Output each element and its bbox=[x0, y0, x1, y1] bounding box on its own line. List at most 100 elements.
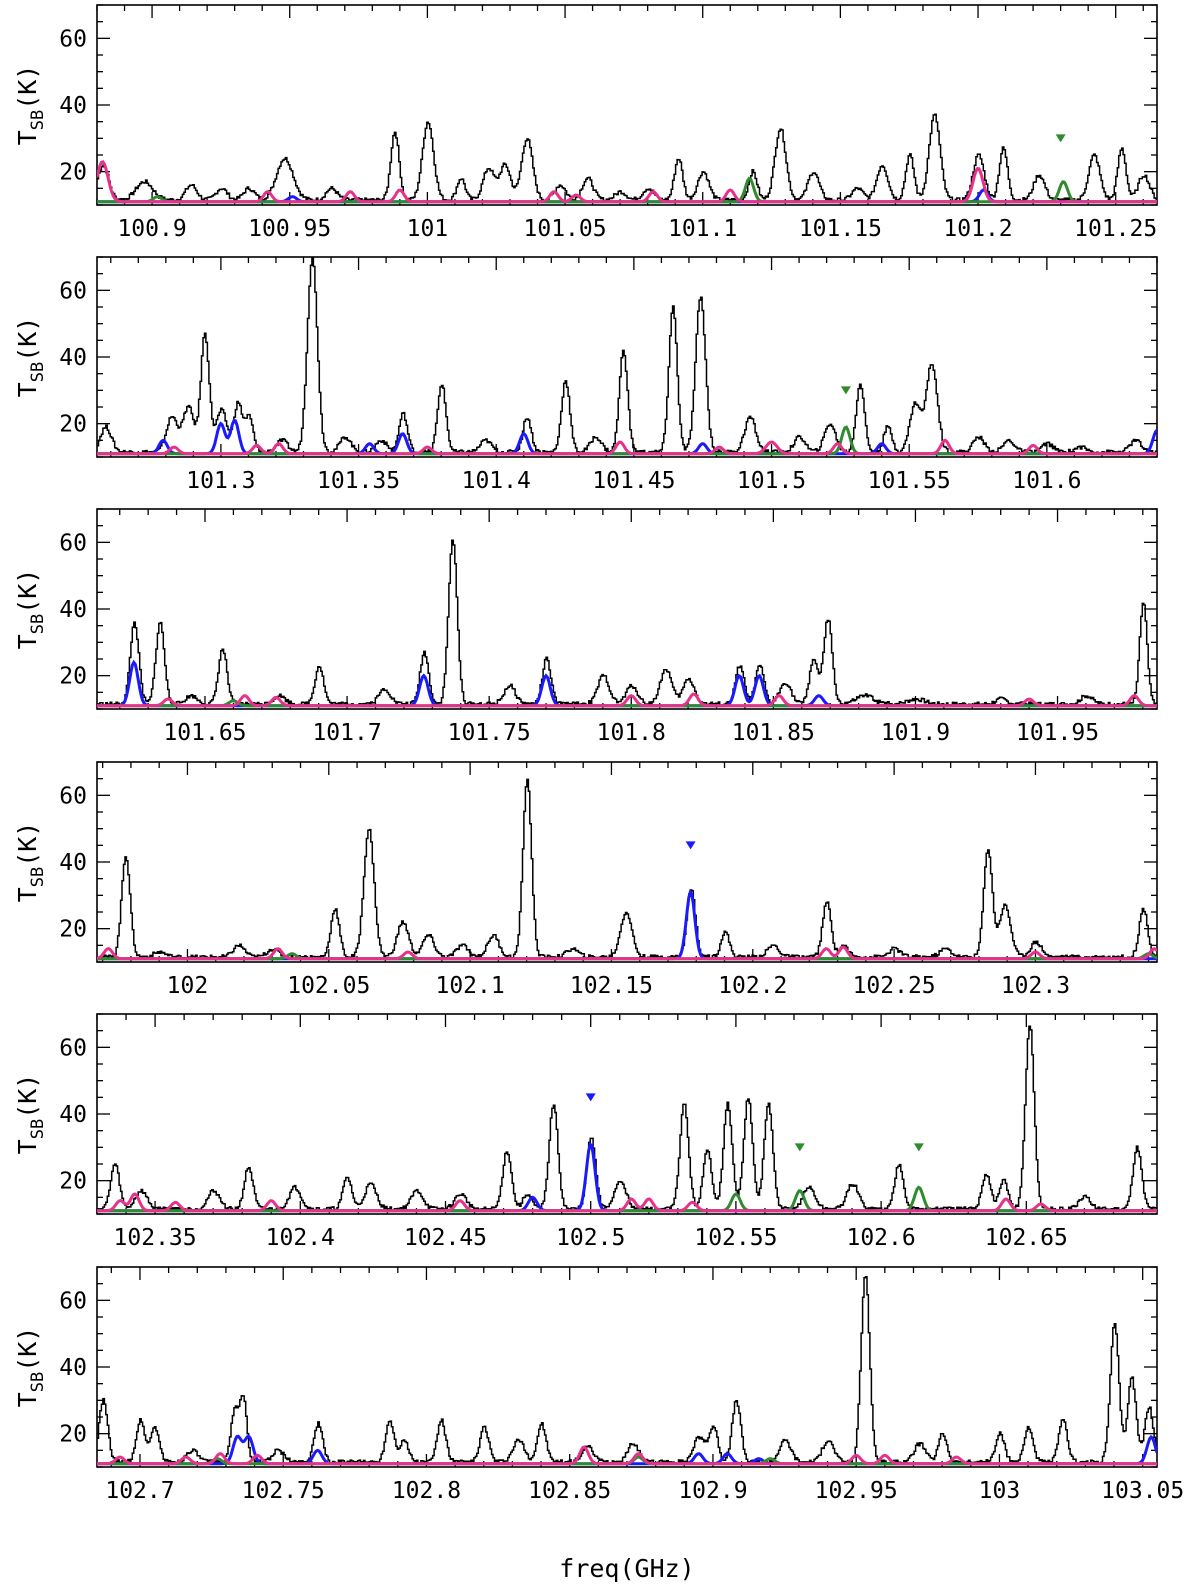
panel-1: 20 40 60 100.9 100.95 101 101.05 101.1 101.15 101… bbox=[13, 4, 1158, 242]
observed-spectrum bbox=[97, 257, 1157, 455]
x-tick-label: 101.75 bbox=[448, 720, 531, 746]
y-tick-label: 40 bbox=[59, 850, 87, 876]
y-tick-label: 40 bbox=[59, 1102, 87, 1128]
plot-area bbox=[97, 1276, 1157, 1466]
line-marker-triangle bbox=[840, 386, 851, 395]
y-tick-label: 60 bbox=[59, 530, 87, 556]
observed-spectrum bbox=[97, 778, 1157, 960]
y-tick-label: 40 bbox=[59, 93, 87, 119]
x-tick-label: 101.15 bbox=[799, 216, 882, 242]
plot-frame bbox=[96, 508, 1158, 710]
x-tick-label: 101.55 bbox=[868, 468, 951, 494]
y-label-main: T bbox=[13, 1139, 42, 1154]
y-axis-label: TSB(K) bbox=[13, 65, 48, 146]
y-tick-label: 60 bbox=[59, 278, 87, 304]
y-label-main: T bbox=[13, 130, 42, 145]
plot-area bbox=[97, 257, 1157, 456]
line-marker-triangle bbox=[585, 1093, 596, 1102]
y-tick-label: 20 bbox=[59, 1169, 87, 1195]
y-axis-label: TSB(K) bbox=[13, 569, 48, 650]
y-label-unit: (K) bbox=[13, 1074, 42, 1119]
x-tick-label: 101.35 bbox=[317, 468, 400, 494]
x-tick-label: 103.05 bbox=[1101, 1478, 1184, 1504]
x-tick-label: 102.15 bbox=[570, 973, 653, 999]
model-spectrum-pink bbox=[97, 945, 1157, 961]
y-tick-label: 40 bbox=[59, 1355, 87, 1381]
y-tick-label: 20 bbox=[59, 412, 87, 438]
y-label-sub: SB bbox=[28, 1372, 48, 1392]
x-tick-label: 102 bbox=[167, 973, 209, 999]
y-tick-label: 60 bbox=[59, 1288, 87, 1314]
line-marker-triangle bbox=[1055, 134, 1066, 143]
line-marker-triangle bbox=[913, 1143, 924, 1152]
x-tick-label: 101 bbox=[407, 216, 449, 242]
x-tick-label: 102.2 bbox=[718, 973, 787, 999]
x-tick-label: 102.75 bbox=[242, 1478, 325, 1504]
x-tick-label: 102.35 bbox=[114, 1225, 197, 1251]
x-tick-label: 101.2 bbox=[943, 216, 1012, 242]
y-axis-label: TSB(K) bbox=[13, 1074, 48, 1155]
x-tick-label: 100.95 bbox=[248, 216, 331, 242]
panel-4: 20 40 60 102 102.05 102.1 102.15 102.2 102.25 102… bbox=[13, 761, 1158, 999]
x-tick-label: 102.4 bbox=[266, 1225, 335, 1251]
y-tick-label: 20 bbox=[59, 1422, 87, 1448]
y-label-unit: (K) bbox=[13, 822, 42, 867]
panel-6: 20 40 60 102.7 102.75 102.8 102.85 102.9 102.95 1… bbox=[13, 1266, 1184, 1504]
panel-3: 20 40 60 101.65 101.7 101.75 101.8 101.85 101.9 1… bbox=[13, 508, 1158, 746]
x-tick-label: 102.65 bbox=[985, 1225, 1068, 1251]
x-tick-label: 102.85 bbox=[528, 1478, 611, 1504]
observed-spectrum bbox=[97, 1276, 1157, 1465]
y-label-unit: (K) bbox=[13, 569, 42, 614]
y-axis-label: TSB(K) bbox=[13, 822, 48, 903]
y-label-sub: SB bbox=[28, 867, 48, 887]
x-tick-label: 102.5 bbox=[556, 1225, 625, 1251]
model-spectrum-pink bbox=[97, 692, 1157, 708]
x-tick-label: 101.5 bbox=[737, 468, 806, 494]
y-axis-label: TSB(K) bbox=[13, 317, 48, 398]
x-axis-label: freq(GHz) bbox=[559, 1554, 694, 1583]
x-tick-label: 102.9 bbox=[678, 1478, 747, 1504]
y-label-unit: (K) bbox=[13, 317, 42, 362]
y-label-unit: (K) bbox=[13, 1327, 42, 1372]
plot-area bbox=[97, 539, 1157, 708]
y-label-main: T bbox=[13, 1392, 42, 1407]
x-tick-label: 101.4 bbox=[462, 468, 531, 494]
x-tick-label: 101.95 bbox=[1016, 720, 1099, 746]
line-marker-triangle bbox=[685, 841, 696, 850]
x-tick-label: 102.3 bbox=[1001, 973, 1070, 999]
x-tick-label: 102.95 bbox=[815, 1478, 898, 1504]
x-tick-label: 103 bbox=[979, 1478, 1021, 1504]
plot-frame bbox=[96, 761, 1158, 963]
model-spectrum-pink bbox=[97, 1192, 1157, 1213]
x-tick-label: 102.7 bbox=[105, 1478, 174, 1504]
x-tick-label: 102.8 bbox=[392, 1478, 461, 1504]
x-tick-label: 101.3 bbox=[186, 468, 255, 494]
x-tick-label: 102.45 bbox=[404, 1225, 487, 1251]
observed-spectrum bbox=[97, 539, 1157, 707]
observed-spectrum bbox=[97, 1025, 1157, 1212]
plot-frame bbox=[96, 1013, 1158, 1215]
x-tick-label: 101.05 bbox=[524, 216, 607, 242]
y-label-sub: SB bbox=[28, 362, 48, 382]
x-tick-label: 101.9 bbox=[881, 720, 950, 746]
panel-2: 20 40 60 101.3 101.35 101.4 101.45 101.5 101.55 1… bbox=[13, 256, 1158, 494]
x-tick-label: 101.85 bbox=[732, 720, 815, 746]
y-tick-label: 20 bbox=[59, 160, 87, 186]
x-tick-label: 101.25 bbox=[1074, 216, 1157, 242]
panel-5: 20 40 60 102.35 102.4 102.45 102.5 102.55 102.6 1… bbox=[13, 1013, 1158, 1251]
plot-area bbox=[97, 778, 1157, 961]
y-tick-label: 40 bbox=[59, 345, 87, 371]
x-tick-label: 101.7 bbox=[312, 720, 381, 746]
model-spectrum-pink bbox=[97, 159, 1157, 204]
model-spectrum-pink bbox=[97, 438, 1157, 456]
y-label-sub: SB bbox=[28, 614, 48, 634]
x-tick-label: 102.55 bbox=[694, 1225, 777, 1251]
y-label-sub: SB bbox=[28, 110, 48, 130]
x-tick-label: 102.6 bbox=[846, 1225, 915, 1251]
y-axis-label: TSB(K) bbox=[13, 1327, 48, 1408]
y-label-main: T bbox=[13, 634, 42, 649]
x-tick-label: 101.8 bbox=[597, 720, 666, 746]
y-tick-label: 40 bbox=[59, 597, 87, 623]
plot-frame bbox=[96, 256, 1158, 458]
